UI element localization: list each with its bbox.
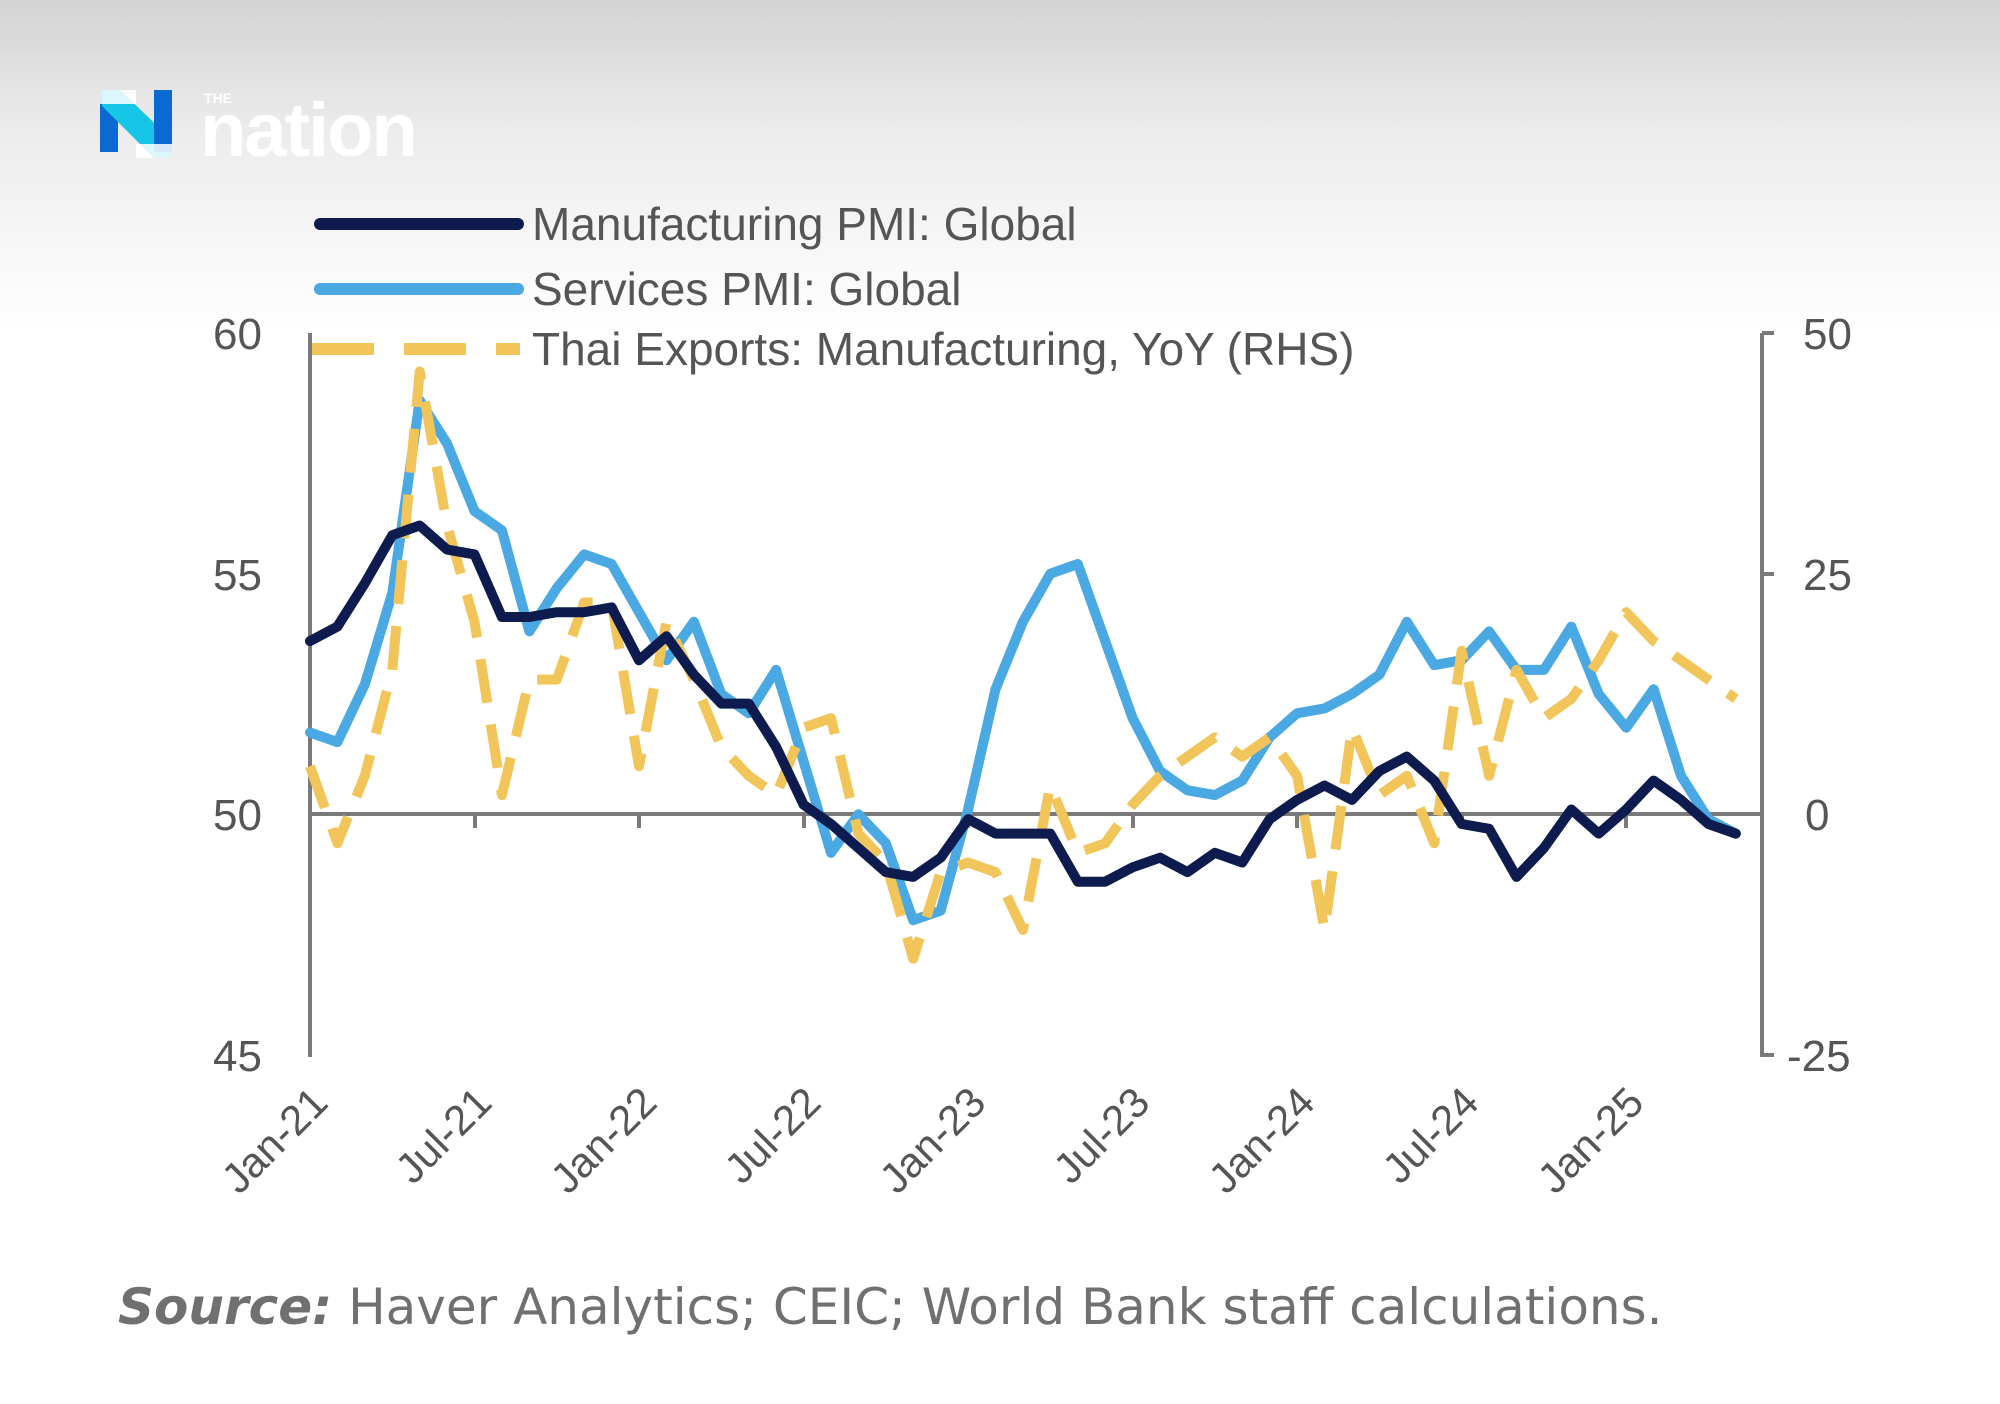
y2-tick-label: -25 xyxy=(1787,1032,1851,1081)
logo-wordmark: nation xyxy=(200,88,416,173)
y2-tick-label: 0 xyxy=(1805,791,1829,840)
x-tick-label: Jan-23 xyxy=(870,1078,994,1202)
x-tick-label: Jan-22 xyxy=(541,1078,665,1202)
x-tick-label: Jul-21 xyxy=(386,1078,500,1192)
source-text: Haver Analytics; CEIC; World Bank staff … xyxy=(332,1278,1663,1336)
legend-label-manufacturing: Manufacturing PMI: Global xyxy=(532,198,1077,250)
y2-tick-label: 50 xyxy=(1803,310,1852,359)
x-tick-labels: Jan-21 Jul-21 Jan-22 Jul-22 Jan-23 Jul-2… xyxy=(212,1078,1652,1202)
series-line-thai-exports xyxy=(305,366,1739,964)
x-tick-label: Jan-24 xyxy=(1199,1078,1323,1202)
y2-tick-label: 25 xyxy=(1803,551,1852,600)
source-note: Source: Haver Analytics; CEIC; World Ban… xyxy=(118,1278,1663,1336)
x-tick-label: Jul-22 xyxy=(715,1078,829,1192)
x-tick-label: Jul-24 xyxy=(1373,1078,1487,1192)
x-tick-label: Jul-23 xyxy=(1044,1078,1158,1192)
legend-label-exports: Thai Exports: Manufacturing, YoY (RHS) xyxy=(532,323,1354,375)
legend-label-services: Services PMI: Global xyxy=(532,263,961,315)
right-tick-labels: 50 25 0 -25 xyxy=(1787,310,1852,1081)
series-line-services-pmi xyxy=(305,395,1741,926)
series-line-manufacturing-pmi xyxy=(305,520,1741,887)
logo-n-icon xyxy=(100,90,172,158)
nation-logo: THE nation xyxy=(100,88,418,173)
y-tick-label: 60 xyxy=(213,310,262,359)
left-tick-labels: 60 55 50 45 xyxy=(213,310,262,1081)
x-tick-label: Jan-25 xyxy=(1528,1078,1652,1202)
y-tick-label: 50 xyxy=(213,791,262,840)
axes xyxy=(308,331,1774,1057)
x-tick-label: Jan-21 xyxy=(212,1078,336,1202)
y-tick-label: 55 xyxy=(213,551,262,600)
source-separator: : xyxy=(312,1278,333,1336)
legend: Manufacturing PMI: Global Services PMI: … xyxy=(312,198,1354,375)
source-label: Source xyxy=(118,1278,313,1336)
y-tick-label: 45 xyxy=(213,1032,262,1081)
logo-small-text: THE xyxy=(204,90,232,106)
